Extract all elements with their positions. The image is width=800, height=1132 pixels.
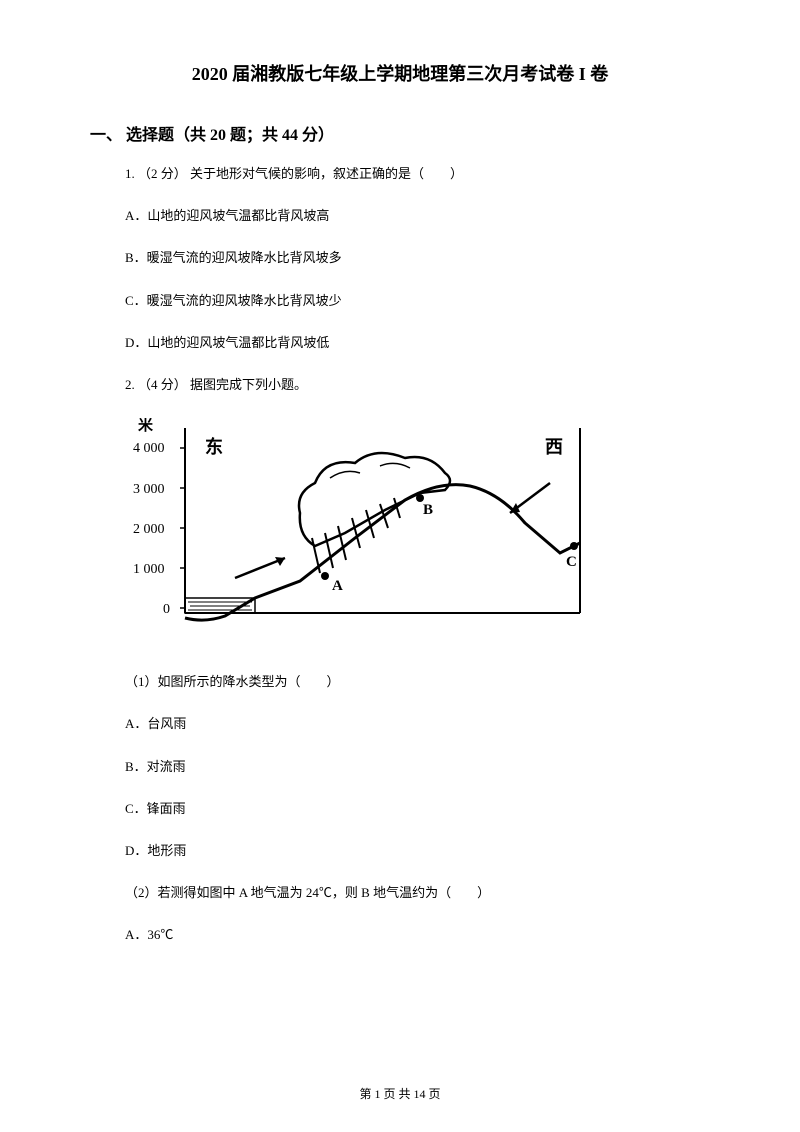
label-east: 东 [205, 436, 223, 457]
diagram-svg: 米 4 000 3 000 2 000 1 000 0 东 西 [130, 418, 590, 648]
footer-prefix: 第 [359, 1087, 371, 1101]
section-number: 一、 [90, 127, 122, 144]
footer-suffix: 页 [429, 1087, 441, 1101]
y-tick-2000: 2 000 [133, 522, 165, 537]
question-number: 2. [125, 377, 135, 392]
footer-middle: 页 共 [383, 1087, 410, 1101]
section-header: 一、 选择题（共 20 题；共 44 分） [90, 121, 710, 145]
option-c: C．锋面雨 [125, 800, 710, 818]
footer-total: 14 [414, 1087, 426, 1101]
option-a: A．36℃ [125, 926, 710, 944]
question-2: 2. （4 分） 据图完成下列小题。 [125, 376, 710, 394]
option-d: D．山地的迎风坡气温都比背风坡低 [125, 334, 710, 352]
question-block: 1. （2 分） 关于地形对气候的影响，叙述正确的是（ ） A．山地的迎风坡气温… [90, 165, 710, 944]
section-title: 选择题（共 20 题；共 44 分） [126, 127, 334, 144]
y-tick-0: 0 [163, 602, 170, 617]
option-a: A．台风雨 [125, 715, 710, 733]
y-tick-4000: 4 000 [133, 441, 165, 456]
sub-question-1: （1）如图所示的降水类型为（ ） [125, 673, 710, 691]
question-number: 1. [125, 166, 135, 181]
point-c-label: C [566, 554, 577, 570]
question-stem: 关于地形对气候的影响，叙述正确的是（ ） [190, 166, 463, 181]
page-footer: 第 1 页 共 14 页 [0, 1085, 800, 1102]
sub-question-2: （2）若测得如图中 A 地气温为 24℃，则 B 地气温约为（ ） [125, 884, 710, 902]
point-a-label: A [332, 578, 343, 594]
label-west: 西 [545, 437, 563, 457]
option-d: D．地形雨 [125, 842, 710, 860]
option-a: A．山地的迎风坡气温都比背风坡高 [125, 207, 710, 225]
y-tick-3000: 3 000 [133, 482, 165, 497]
y-axis-unit: 米 [138, 418, 154, 434]
footer-current: 1 [374, 1087, 380, 1101]
option-b: B．对流雨 [125, 758, 710, 776]
question-1: 1. （2 分） 关于地形对气候的影响，叙述正确的是（ ） [125, 165, 710, 183]
option-b: B．暖湿气流的迎风坡降水比背风坡多 [125, 249, 710, 267]
question-stem: 据图完成下列小题。 [190, 377, 307, 392]
question-points: （4 分） [138, 377, 187, 392]
option-c: C．暖湿气流的迎风坡降水比背风坡少 [125, 292, 710, 310]
y-tick-1000: 1 000 [133, 562, 165, 577]
point-b-label: B [423, 502, 433, 518]
question-points: （2 分） [138, 166, 187, 181]
mountain-diagram: 米 4 000 3 000 2 000 1 000 0 东 西 [130, 418, 590, 648]
exam-title: 2020 届湘教版七年级上学期地理第三次月考试卷 I 卷 [90, 60, 710, 86]
